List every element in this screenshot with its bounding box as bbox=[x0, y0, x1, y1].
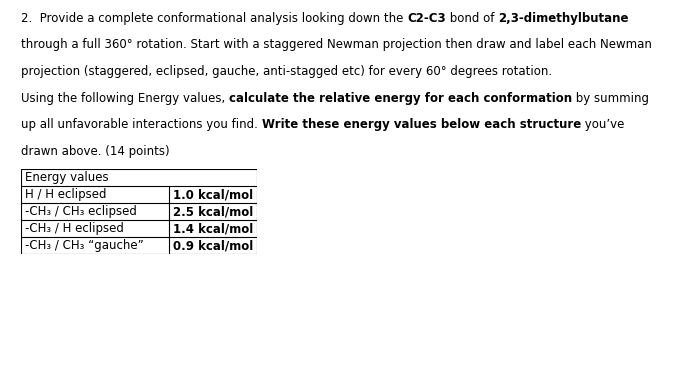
Text: drawn above. (14 points): drawn above. (14 points) bbox=[21, 145, 169, 158]
Text: 1.4 kcal/mol: 1.4 kcal/mol bbox=[173, 222, 253, 235]
Text: Using the following Energy values,: Using the following Energy values, bbox=[21, 92, 229, 105]
Text: 0.9 kcal/mol: 0.9 kcal/mol bbox=[173, 239, 253, 252]
Text: up all unfavorable interactions you find.: up all unfavorable interactions you find… bbox=[21, 118, 262, 131]
Text: you’ve: you’ve bbox=[581, 118, 624, 131]
Text: 2,3-dimethylbutane: 2,3-dimethylbutane bbox=[498, 12, 629, 25]
Text: 2.  Provide a complete conformational analysis looking down the: 2. Provide a complete conformational ana… bbox=[21, 12, 407, 25]
Text: C2-C3: C2-C3 bbox=[407, 12, 446, 25]
Text: Write these energy values below each structure: Write these energy values below each str… bbox=[262, 118, 581, 131]
Text: through a full 360° rotation. Start with a staggered Newman projection then draw: through a full 360° rotation. Start with… bbox=[21, 38, 652, 51]
Text: by summing: by summing bbox=[572, 92, 649, 105]
Text: H / H eclipsed: H / H eclipsed bbox=[25, 188, 106, 201]
Text: Energy values: Energy values bbox=[25, 171, 108, 184]
Text: -CH₃ / CH₃ eclipsed: -CH₃ / CH₃ eclipsed bbox=[25, 205, 137, 218]
Text: -CH₃ / H eclipsed: -CH₃ / H eclipsed bbox=[25, 222, 124, 235]
Text: projection (staggered, eclipsed, gauche, anti-stagged etc) for every 60° degrees: projection (staggered, eclipsed, gauche,… bbox=[21, 65, 552, 78]
Text: calculate the relative energy for each conformation: calculate the relative energy for each c… bbox=[229, 92, 572, 105]
Text: 2.5 kcal/mol: 2.5 kcal/mol bbox=[173, 205, 253, 218]
Text: 1.0 kcal/mol: 1.0 kcal/mol bbox=[173, 188, 253, 201]
Text: bond of: bond of bbox=[446, 12, 498, 25]
Text: -CH₃ / CH₃ “gauche”: -CH₃ / CH₃ “gauche” bbox=[25, 239, 143, 252]
